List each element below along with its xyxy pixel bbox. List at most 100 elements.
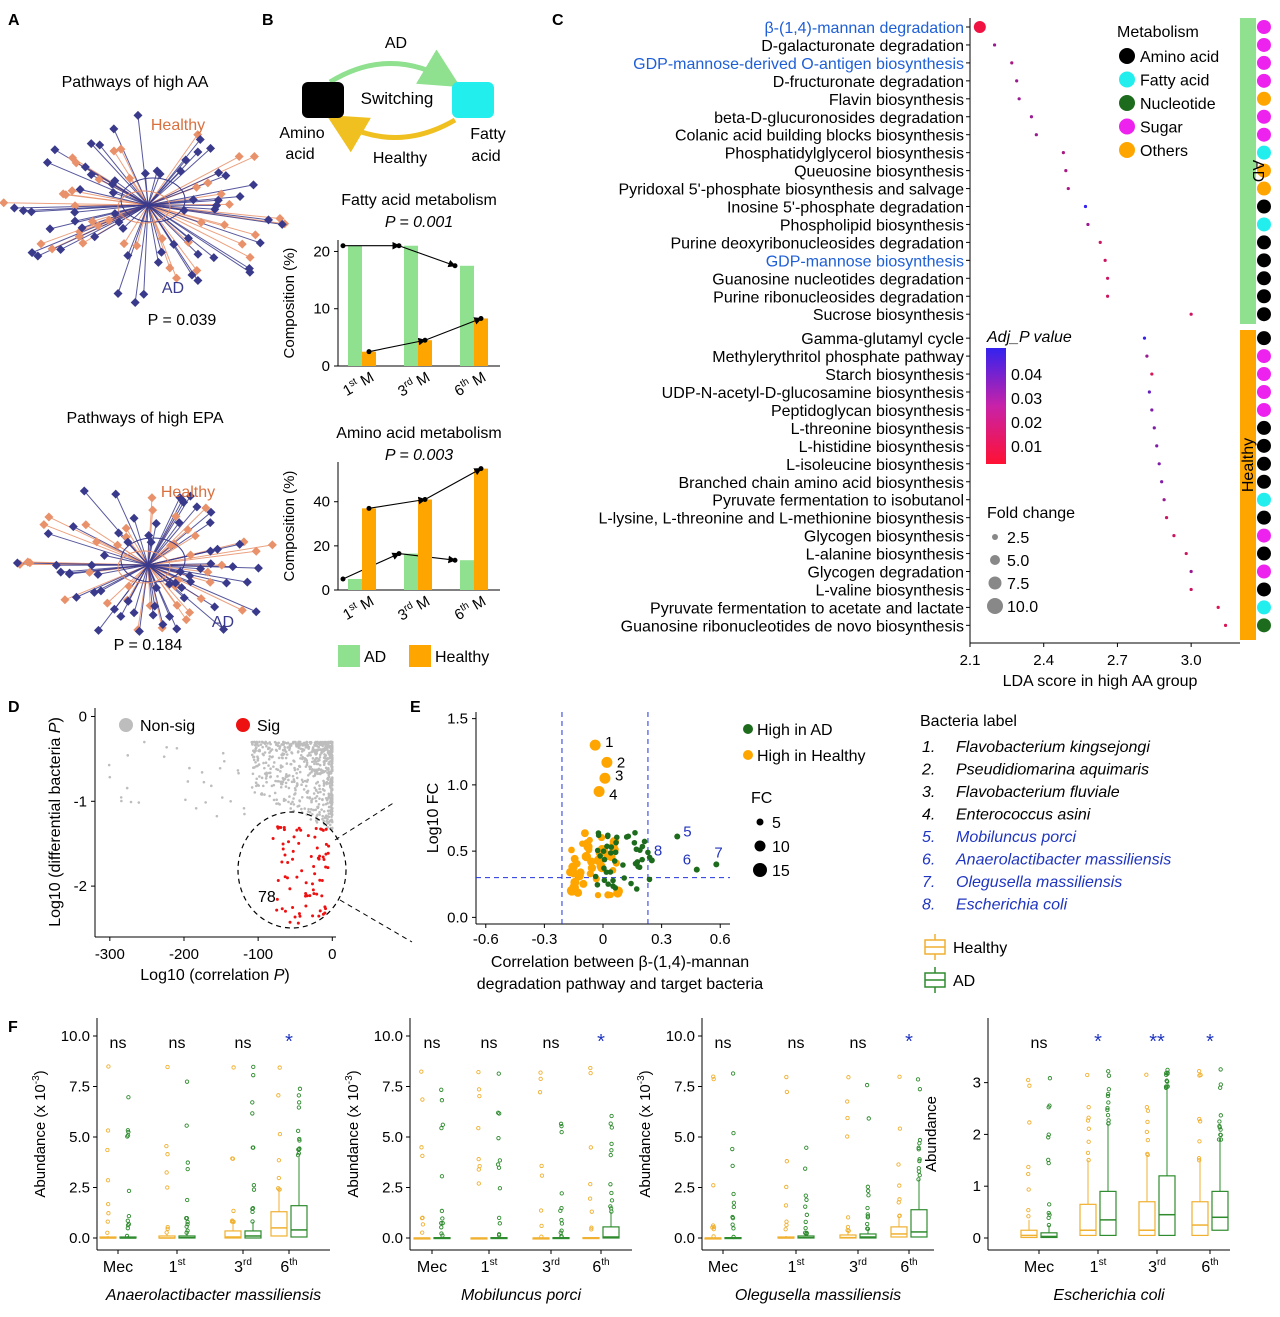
f-outlier-ad — [126, 1095, 131, 1100]
f-y-tick-label: 2.5 — [69, 1180, 90, 1197]
d-point-sig — [318, 909, 322, 913]
f-outlier-healthy — [711, 1225, 717, 1230]
e-point-ad — [623, 834, 630, 840]
d-point-nonsig — [330, 789, 333, 793]
d-point-nonsig — [301, 757, 304, 761]
a-point-ad — [213, 195, 223, 205]
f-x-tick-sup: th — [601, 1257, 609, 1268]
f-sig-label: ns — [715, 1035, 732, 1052]
d-point-sig — [314, 827, 318, 831]
d-point-nonsig — [288, 746, 292, 750]
c-legend-item-label: Nucleotide — [1140, 96, 1216, 113]
d-point-nonsig — [309, 808, 313, 811]
a-spoke — [147, 204, 159, 263]
d-point-nonsig — [320, 740, 324, 744]
a-point-ad — [70, 216, 80, 226]
c-pathway-label: Colanic acid building blocks biosynthesi… — [675, 128, 964, 145]
e-point-ad — [601, 877, 608, 884]
f-box-ad — [859, 1233, 877, 1239]
c-legend-item-label: Others — [1140, 143, 1188, 160]
c-pathway-label: Phosphatidylglycerol biosynthesis — [725, 146, 964, 163]
a-point-healthy — [94, 174, 104, 184]
f-y-axis-label-exp: -3 — [31, 1075, 42, 1084]
a-point-healthy — [93, 221, 103, 231]
d-point-nonsig — [291, 774, 295, 778]
c-dot — [973, 21, 986, 33]
b-bar-healthy — [418, 499, 432, 590]
a-point-healthy — [132, 241, 142, 251]
a-star-plot-bottom — [12, 486, 277, 636]
c-pathway-label: Sucrose biosynthesis — [813, 307, 964, 324]
a-point-healthy — [237, 239, 247, 249]
d-point-nonsig — [252, 749, 255, 753]
a-point-ad — [86, 139, 96, 149]
c-metab-dot — [1257, 600, 1271, 615]
e-point-healthy — [607, 891, 614, 899]
panel-e: -0.6 -0.3 0 0.3 0.6 0.0 0.5 1.0 1.5 Correlation b… — [425, 711, 763, 993]
a-point-ad — [151, 583, 161, 593]
d-point-nonsig — [329, 747, 333, 751]
f-box-ad — [290, 1205, 308, 1238]
d-point-nonsig — [298, 799, 302, 803]
f-x-tick-sup: rd — [243, 1257, 252, 1268]
a-point-ad — [206, 143, 216, 153]
a-point-ad — [221, 171, 231, 181]
d-point-nonsig — [284, 798, 287, 802]
d-point-nonsig — [278, 747, 281, 750]
f-outlier-ad — [1106, 1100, 1111, 1105]
a-point-ad — [26, 207, 36, 217]
d-point-nonsig — [290, 751, 293, 754]
f-outlier-ad — [1106, 1069, 1111, 1074]
a-spoke — [147, 204, 243, 245]
f-sig-label: * — [1206, 1031, 1214, 1053]
d-point-nonsig — [265, 773, 268, 776]
b-switch-healthy: Healthy — [373, 150, 427, 167]
d-point-nonsig — [275, 767, 278, 771]
d-point-nonsig — [315, 762, 319, 766]
d-point-nonsig — [323, 746, 327, 750]
f-outlier-ad — [250, 1206, 255, 1212]
d-point-nonsig — [257, 744, 260, 747]
f-sig-label: ns — [481, 1035, 498, 1052]
f-outlier-ad — [804, 1197, 809, 1202]
d-point-nonsig — [326, 802, 329, 805]
f-outlier-ad — [865, 1214, 871, 1219]
f-outlier-healthy — [1197, 1158, 1202, 1163]
f-outlier-ad — [609, 1198, 615, 1203]
e-point-label: 1 — [605, 734, 613, 751]
a-point-ad — [114, 528, 124, 538]
a-spoke — [80, 189, 149, 206]
b-chart-fatty: Fatty acid metabolism P = 0.001 0 10 20 Compo… — [281, 192, 500, 400]
a-point-healthy — [81, 520, 91, 530]
f-outlier-healthy — [784, 1219, 789, 1224]
f-outlier-ad — [1105, 1105, 1110, 1111]
a-point-healthy — [70, 201, 80, 211]
c-legends: Metabolism Amino acid Fatty acid Nucleotid… — [986, 24, 1219, 616]
a-spoke — [147, 497, 181, 566]
f-outlier-healthy — [538, 1076, 543, 1082]
a-point-healthy — [113, 540, 123, 550]
c-metab-dot — [1257, 474, 1271, 489]
f-outlier-ad — [731, 1204, 736, 1210]
f-outlier-healthy — [845, 1115, 850, 1121]
f-x-tick-sup: st — [1099, 1257, 1107, 1268]
a-point-ad — [188, 195, 198, 205]
f-outlier-ad — [185, 1160, 190, 1165]
d-point-sig — [311, 914, 315, 918]
d-point-sig — [279, 825, 283, 829]
d-point-sig — [275, 897, 279, 901]
b-y-axis-label: Composition (%) — [281, 248, 298, 359]
c-pathway-label: L-threonine biosynthesis — [791, 421, 964, 438]
d-point-nonsig — [309, 753, 312, 757]
d-point-nonsig — [253, 766, 256, 769]
d-point-sig — [276, 826, 280, 830]
a-point-healthy — [245, 252, 255, 262]
d-point-nonsig — [326, 817, 329, 821]
c-dot — [1223, 623, 1228, 627]
b-trend-line — [398, 245, 457, 268]
a-spoke — [37, 204, 149, 257]
f-outlier-healthy — [1145, 1151, 1150, 1157]
d-point-nonsig — [276, 775, 279, 778]
c-pathway-label: Guanosine nucleotides degradation — [712, 271, 964, 288]
e-fc-dot-5 — [756, 818, 764, 826]
